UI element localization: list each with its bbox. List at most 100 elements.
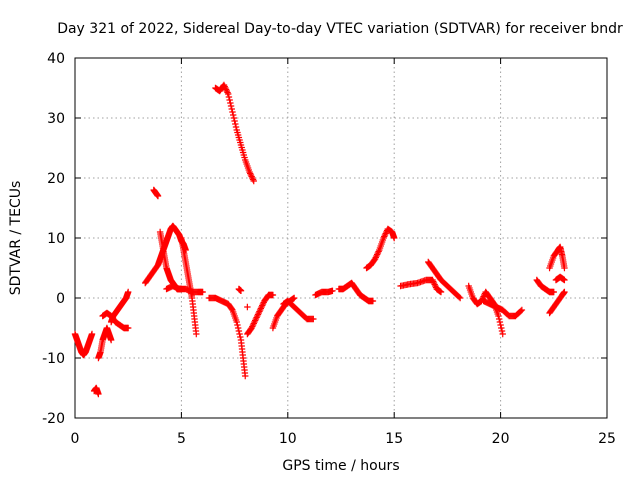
data-point (561, 264, 568, 272)
data-point (248, 173, 255, 180)
x-tick-label: 10 (279, 431, 297, 447)
data-point (199, 288, 206, 296)
series-arc-28 (552, 273, 568, 284)
data-point (252, 315, 260, 323)
series-arc-18 (312, 287, 336, 299)
x-axis-title: GPS time / hours (282, 458, 399, 474)
data-point (259, 300, 267, 308)
data-point (310, 315, 317, 323)
data-point (224, 89, 231, 96)
series-arc-1 (71, 330, 96, 359)
data-point (251, 318, 258, 326)
y-tick-label: 30 (47, 111, 65, 127)
data-point (253, 314, 260, 321)
y-tick-label: 40 (47, 51, 65, 67)
data-point (249, 323, 256, 330)
y-tick-label: -20 (42, 411, 65, 427)
data-point (223, 87, 230, 95)
series-arc-10 (163, 282, 206, 296)
data-point (249, 321, 257, 329)
data-point (233, 318, 240, 326)
data-point (479, 294, 487, 302)
data-point (248, 324, 255, 332)
x-tick-label: 5 (177, 431, 186, 447)
data-point (456, 294, 464, 302)
data-point (249, 176, 257, 183)
series-arc-25 (533, 276, 557, 296)
x-tick-label: 25 (598, 431, 616, 447)
data-point (125, 324, 132, 332)
data-point (232, 120, 239, 128)
data-point (229, 108, 236, 116)
data-point (255, 309, 262, 317)
series-arc-3 (95, 324, 115, 362)
data-point (251, 317, 259, 324)
data-point (229, 111, 237, 119)
data-point (247, 171, 255, 179)
data-point (234, 321, 241, 329)
series-arc-15 (244, 291, 277, 338)
data-point (381, 231, 389, 239)
data-point (329, 287, 336, 294)
data-point (235, 327, 243, 335)
data-point (373, 251, 381, 258)
data-point (250, 177, 257, 185)
data-point (499, 330, 506, 338)
series-arc-27 (546, 243, 568, 272)
data-point (431, 281, 438, 288)
series-arc-6 (150, 186, 162, 200)
x-tick-labels: 0 5 10 15 20 25 (71, 431, 616, 447)
data-point (250, 320, 257, 327)
data-point (497, 321, 504, 329)
data-point (228, 105, 235, 113)
data-point (154, 192, 162, 200)
y-tick-label: 20 (47, 171, 65, 187)
series-arc-24 (480, 297, 526, 320)
y-tick-label: -10 (42, 351, 65, 367)
data-point (381, 233, 388, 240)
y-tick-label: 10 (47, 231, 65, 247)
series-arc-16 (269, 294, 298, 332)
data-point (375, 248, 382, 255)
data-point (269, 291, 277, 299)
y-axis-title: SDTVAR / TECUs (8, 181, 24, 296)
data-point (125, 288, 132, 296)
data-point (236, 330, 243, 338)
series-arc-2 (90, 384, 102, 398)
data-point (227, 99, 234, 107)
series-arc-22 (425, 258, 464, 302)
data-point (369, 297, 377, 305)
series-arc-26 (546, 288, 568, 317)
data-point (254, 312, 261, 320)
series-arc-11 (212, 81, 257, 185)
data-point (232, 123, 240, 131)
axis-ticks (74, 57, 608, 419)
data-point (95, 390, 102, 398)
series-arc-13 (235, 285, 245, 294)
data-point (231, 117, 238, 125)
data-point (247, 170, 254, 177)
y-tick-labels: -20 -10 0 10 20 30 40 (42, 51, 65, 427)
data-point (373, 252, 380, 260)
data-point (256, 308, 263, 315)
data-point (429, 276, 436, 284)
data-point (496, 318, 504, 326)
data-point (259, 302, 266, 309)
series-arc-12 (205, 294, 249, 380)
data-point (230, 114, 238, 122)
data-point (107, 336, 115, 344)
data-point (193, 330, 200, 338)
data-point (391, 234, 398, 242)
data-point (242, 372, 249, 380)
data-point (88, 330, 96, 338)
data-point (256, 306, 264, 314)
data-point (380, 234, 387, 242)
data-point (246, 168, 253, 176)
data-point (430, 279, 438, 287)
data-point (374, 249, 382, 257)
data-points (71, 81, 568, 398)
data-point (220, 81, 228, 89)
y-tick-label: 0 (56, 291, 65, 307)
data-point (234, 324, 242, 332)
